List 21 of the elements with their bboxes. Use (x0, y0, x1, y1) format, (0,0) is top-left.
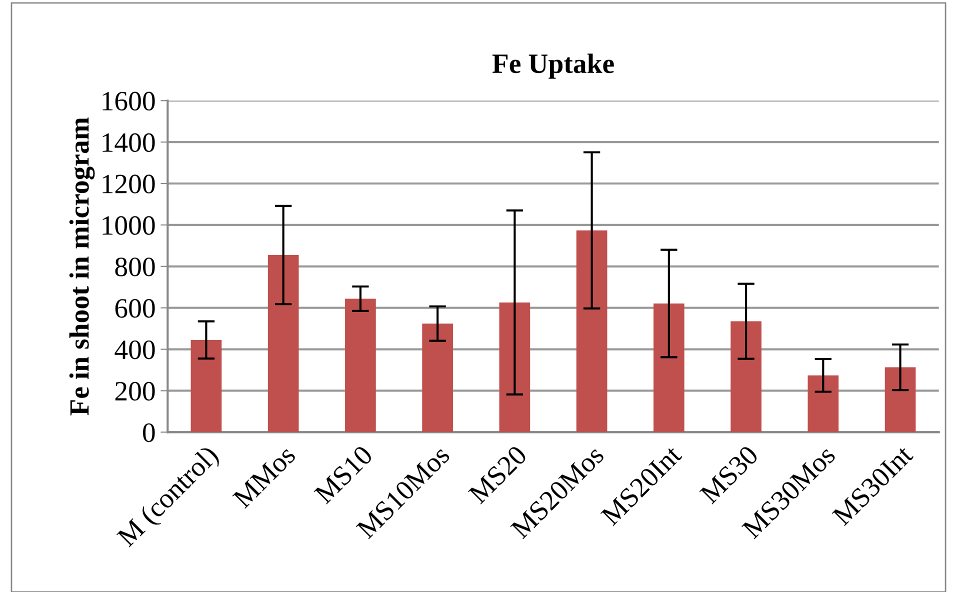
bar (422, 324, 453, 432)
bar (190, 340, 222, 432)
y-tick-label: 400 (114, 340, 155, 360)
y-tick-label: 1200 (102, 174, 155, 194)
bar (345, 298, 376, 432)
bar (808, 375, 839, 432)
bar (730, 321, 762, 432)
bar (884, 367, 916, 432)
chart-title: Fe Uptake (492, 54, 614, 79)
y-axis-title: Fe in shoot in microgram (69, 117, 95, 416)
y-tick-label: 600 (115, 299, 155, 318)
y-tick-label: 1000 (102, 216, 155, 235)
y-tick-label: 1600 (102, 92, 155, 111)
y-tick-label: 1400 (102, 133, 155, 152)
y-tick-label: 200 (115, 382, 155, 401)
bar (576, 230, 608, 432)
y-tick-label: 800 (115, 258, 155, 276)
bar (268, 255, 299, 432)
bar (499, 302, 530, 432)
y-tick-label: 0 (143, 423, 155, 442)
bar (654, 303, 684, 432)
